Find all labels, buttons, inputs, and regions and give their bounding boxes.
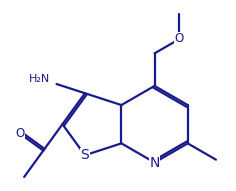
Text: O: O [15, 127, 25, 140]
Text: H₂N: H₂N [28, 74, 50, 84]
Text: O: O [175, 32, 184, 45]
Text: N: N [149, 155, 160, 170]
Text: S: S [80, 148, 89, 162]
